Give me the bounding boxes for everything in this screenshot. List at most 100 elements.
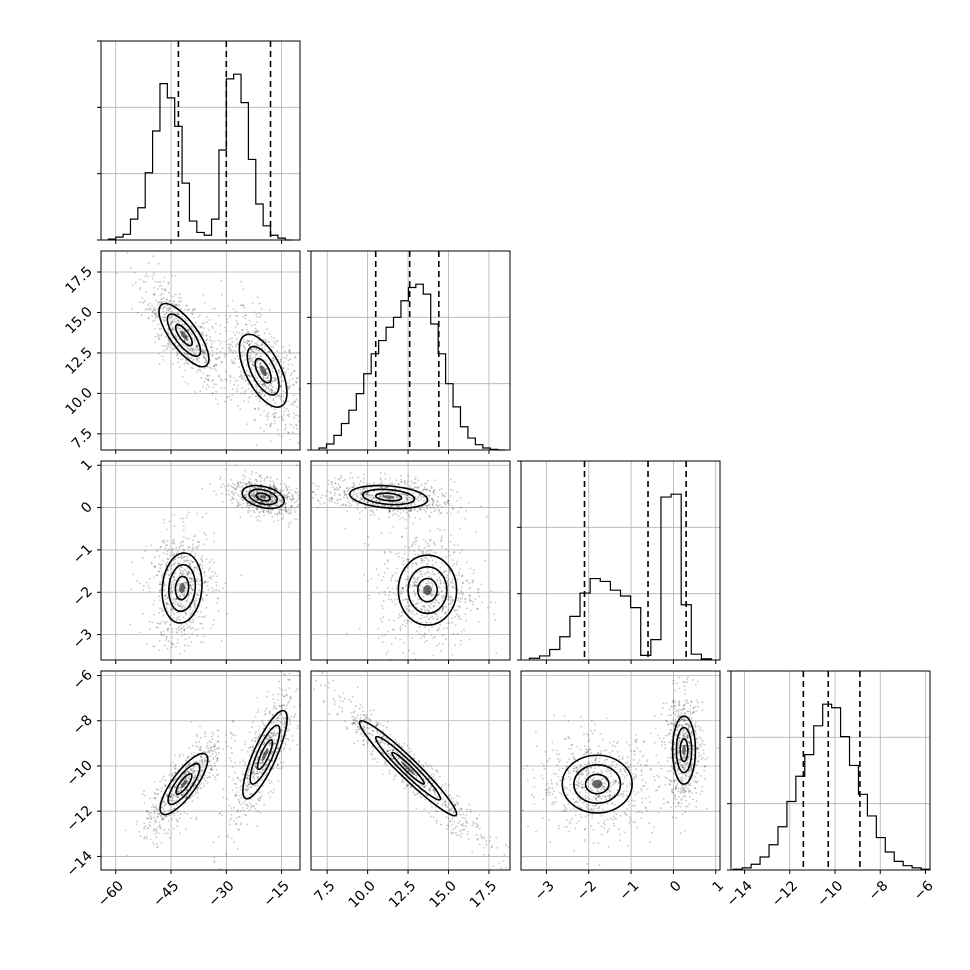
- scatter-point: [274, 706, 277, 709]
- scatter-point: [361, 488, 364, 490]
- scatter-point: [255, 377, 258, 380]
- scatter-point: [245, 328, 248, 331]
- scatter-point: [225, 340, 227, 343]
- scatter-point: [407, 558, 409, 561]
- scatter-point: [226, 304, 229, 307]
- scatter-point: [210, 627, 212, 629]
- scatter-point: [247, 387, 250, 390]
- scatter-point: [193, 535, 196, 538]
- scatter-point: [348, 505, 351, 508]
- scatter-point: [167, 569, 170, 572]
- scatter-point: [255, 313, 258, 316]
- scatter-point: [288, 350, 291, 353]
- scatter-point: [246, 493, 249, 496]
- scatter-point: [180, 555, 183, 558]
- scatter-point: [156, 626, 159, 629]
- scatter-point: [154, 797, 157, 800]
- scatter-point: [412, 492, 415, 495]
- scatter-point: [187, 345, 190, 348]
- scatter-point: [242, 802, 245, 805]
- scatter-point: [293, 394, 295, 397]
- scatter-point: [159, 281, 162, 283]
- scatter-point: [402, 599, 404, 602]
- scatter-point: [257, 798, 259, 801]
- scatter-point: [161, 786, 164, 789]
- scatter-point: [256, 503, 259, 506]
- scatter-point: [220, 387, 223, 389]
- scatter-point: [202, 349, 205, 352]
- scatter-point: [371, 503, 374, 506]
- scatter-point: [407, 475, 410, 477]
- scatter-point: [263, 505, 266, 507]
- scatter-point: [287, 359, 290, 362]
- scatter-point: [226, 834, 229, 837]
- scatter-point: [288, 525, 290, 528]
- scatter-point: [270, 406, 273, 409]
- scatter-point: [261, 390, 264, 393]
- scatter-point: [170, 328, 173, 331]
- scatter-point: [162, 614, 165, 617]
- scatter-point: [307, 502, 309, 504]
- scatter-point: [242, 344, 245, 346]
- scatter-point: [387, 490, 389, 493]
- scatter-point: [223, 353, 226, 355]
- scatter-point: [261, 501, 264, 504]
- scatter-point: [285, 408, 288, 410]
- scatter-point: [288, 486, 290, 488]
- scatter-point: [251, 339, 253, 342]
- scatter-point: [275, 487, 278, 490]
- scatter-point: [468, 594, 471, 597]
- scatter-point: [243, 400, 246, 403]
- scatter-point: [159, 607, 161, 610]
- scatter-point: [252, 486, 255, 489]
- scatter-point: [203, 760, 206, 763]
- panel-1-0: 7.510.012.515.017.5: [62, 250, 301, 454]
- scatter-point: [172, 808, 175, 811]
- scatter-point: [276, 489, 279, 491]
- scatter-point: [198, 740, 201, 743]
- scatter-point: [234, 739, 236, 742]
- scatter-point: [244, 346, 246, 349]
- scatter-point: [451, 578, 454, 580]
- scatter-point: [161, 297, 164, 300]
- scatter-point: [367, 506, 370, 508]
- scatter-point: [194, 783, 197, 785]
- scatter-point: [360, 510, 363, 512]
- scatter-point: [247, 498, 249, 500]
- scatter-point: [203, 367, 206, 369]
- scatter-point: [253, 511, 256, 514]
- scatter-point: [247, 383, 250, 385]
- scatter-point: [423, 632, 426, 635]
- scatter-point: [420, 621, 422, 624]
- scatter-point: [285, 484, 287, 487]
- scatter-point: [274, 395, 277, 398]
- scatter-point: [234, 734, 236, 737]
- scatter-point: [178, 579, 181, 581]
- scatter-point: [384, 634, 387, 636]
- scatter-point: [187, 383, 190, 385]
- scatter-point: [406, 558, 408, 561]
- scatter-point: [176, 642, 179, 645]
- scatter-point: [288, 492, 291, 494]
- scatter-point: [200, 760, 203, 762]
- scatter-point: [272, 767, 274, 770]
- scatter-point: [153, 816, 156, 819]
- scatter-point: [199, 748, 201, 751]
- scatter-point: [233, 494, 235, 496]
- scatter-point: [201, 331, 204, 334]
- scatter-point: [381, 640, 384, 643]
- scatter-point: [147, 304, 150, 307]
- scatter-point: [208, 750, 210, 752]
- scatter-point: [180, 790, 182, 792]
- scatter-point: [273, 422, 276, 425]
- scatter-point: [171, 793, 174, 796]
- scatter-point: [293, 518, 296, 521]
- scatter-point: [143, 822, 146, 824]
- scatter-point: [474, 598, 477, 601]
- scatter-point: [457, 597, 460, 599]
- panel-2-0: −3−2−101: [70, 457, 309, 664]
- scatter-point: [171, 796, 174, 799]
- scatter-point: [236, 331, 238, 333]
- scatter-point: [311, 496, 314, 499]
- scatter-point: [202, 322, 204, 325]
